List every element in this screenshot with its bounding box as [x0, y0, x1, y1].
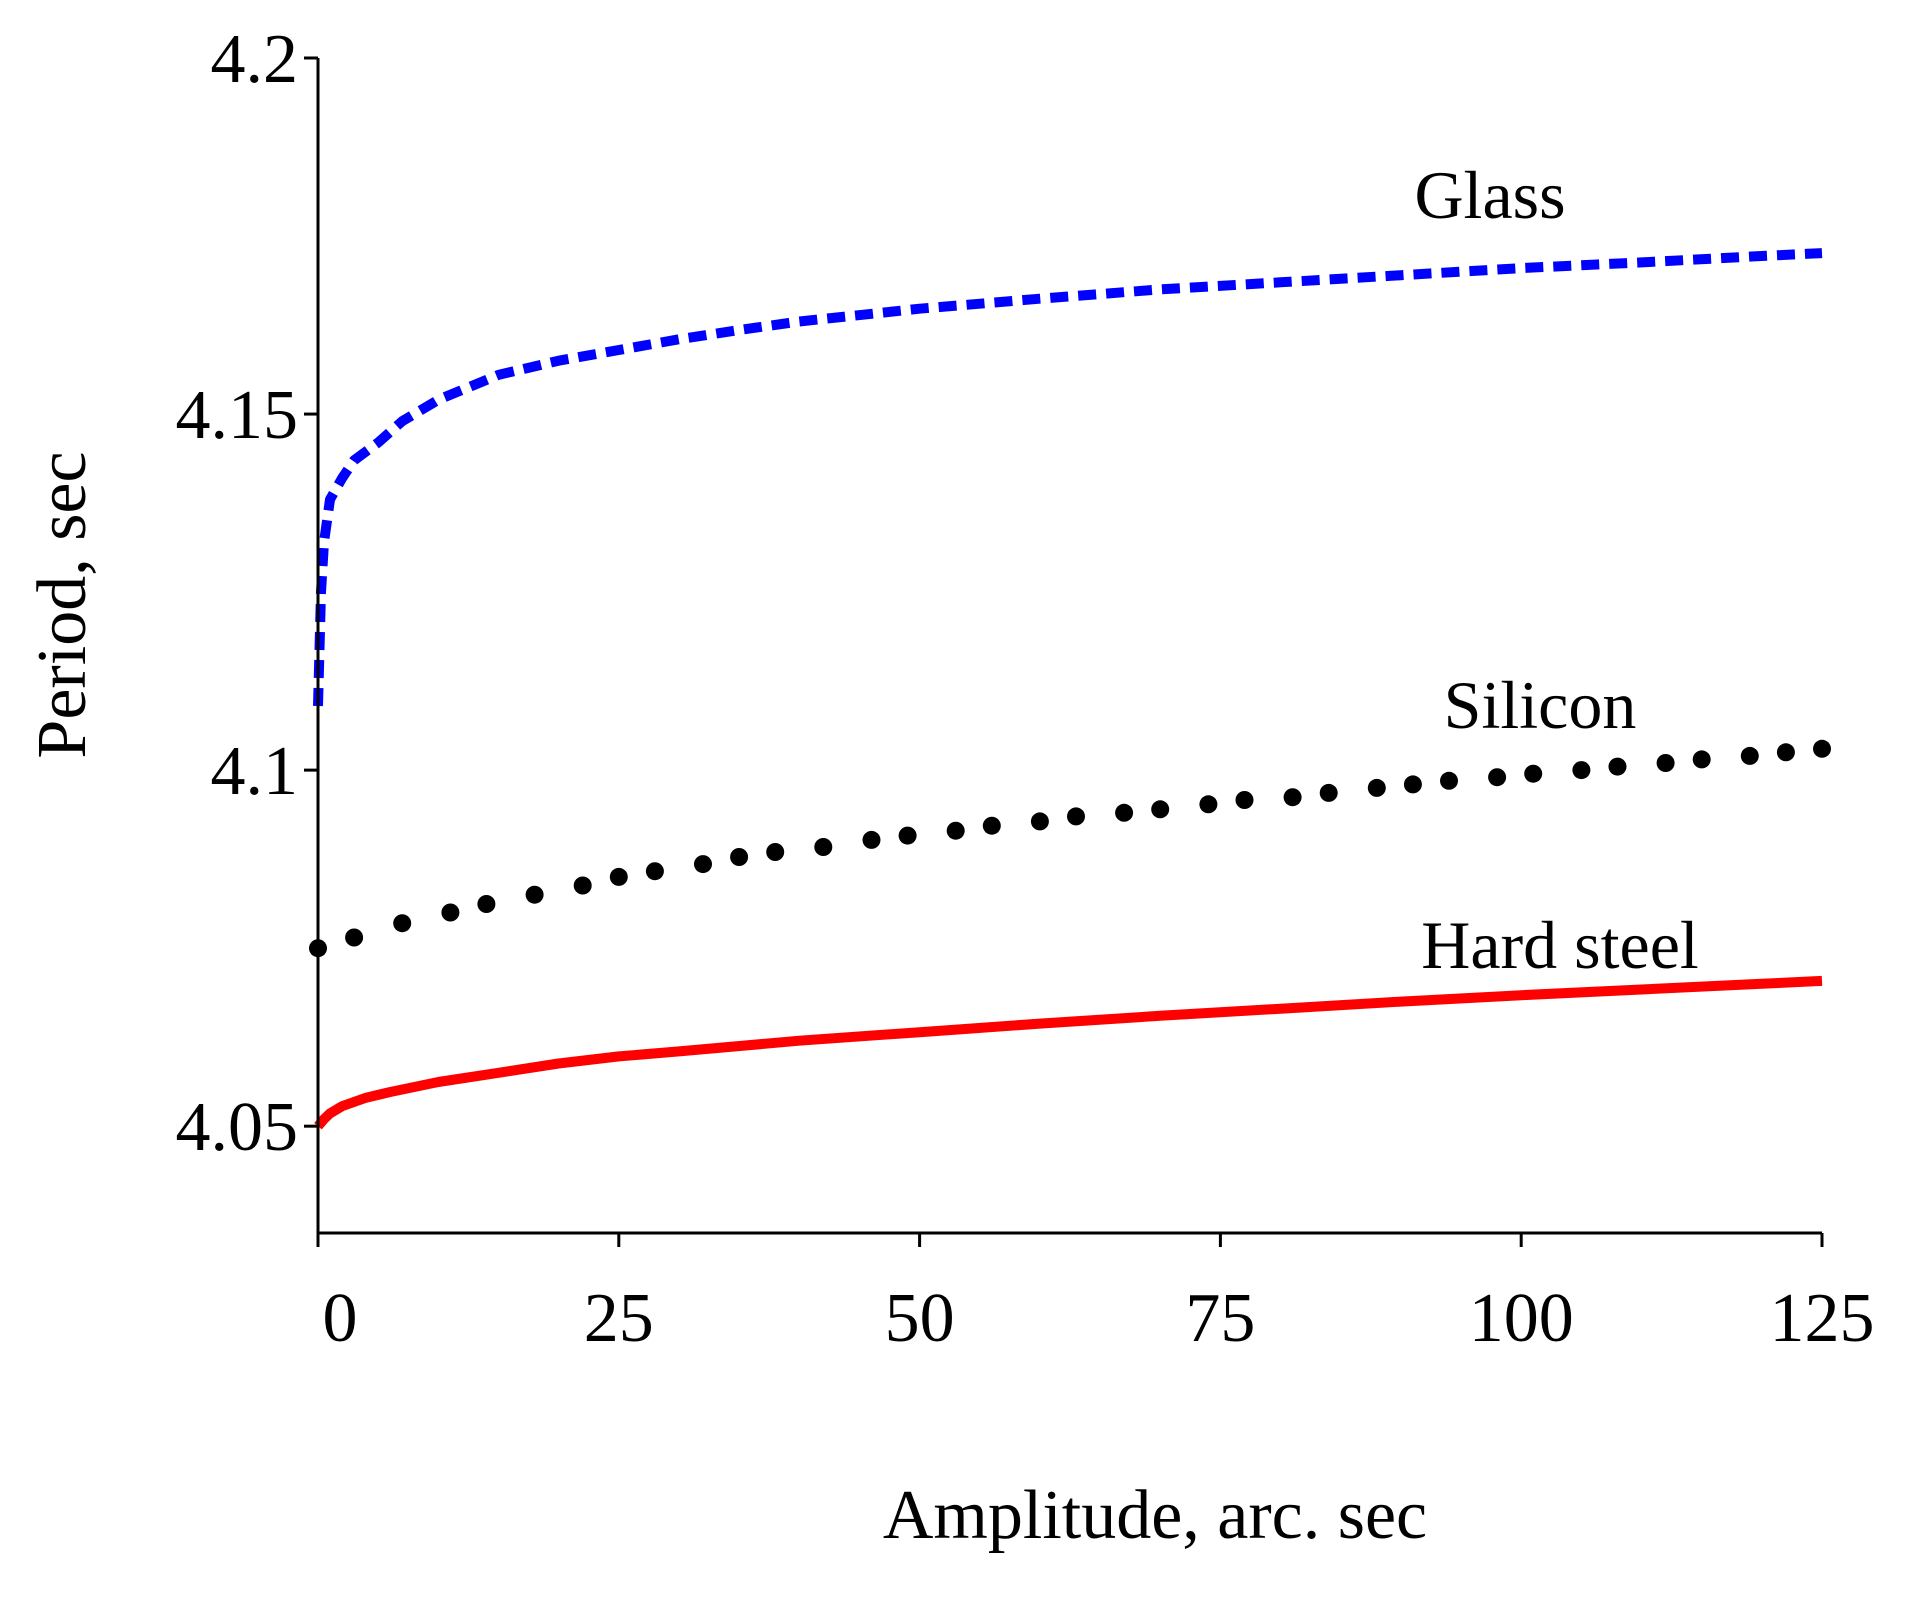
hard-steel-series-label: Hard steel	[1421, 907, 1699, 983]
silicon-point	[1319, 783, 1338, 802]
series-layer	[309, 248, 1831, 1130]
x-axis-title: Amplitude, arc. sec	[883, 1477, 1427, 1554]
y-tick-label: 4.05	[176, 1089, 299, 1166]
silicon-point	[1776, 743, 1795, 762]
y-tick-label: 4.15	[176, 377, 299, 454]
silicon-point	[1235, 791, 1254, 809]
silicon-point	[345, 928, 364, 947]
silicon-point	[1608, 757, 1627, 776]
silicon-point	[1067, 807, 1085, 826]
silicon-point	[862, 830, 881, 849]
silicon-point	[1403, 775, 1422, 794]
silicon-point	[1692, 750, 1711, 769]
hard-steel-series-line	[314, 975, 1823, 1130]
silicon-point	[1115, 803, 1134, 822]
silicon-point	[814, 838, 833, 856]
y-axis-title: Period, sec	[24, 451, 101, 758]
silicon-series	[309, 739, 1831, 958]
silicon-point	[1524, 764, 1543, 783]
silicon-point	[525, 885, 544, 904]
silicon-point	[982, 816, 1001, 835]
x-tick-label: 100	[1469, 1280, 1574, 1357]
axes-layer	[304, 56, 1824, 1247]
silicon-point	[1572, 761, 1591, 780]
x-tick-label: 25	[584, 1280, 654, 1357]
silicon-point	[898, 826, 917, 845]
silicon-point	[1367, 778, 1386, 797]
glass-series-label: Glass	[1414, 157, 1565, 233]
silicon-point	[573, 876, 592, 895]
silicon-point	[1030, 812, 1049, 831]
silicon-point	[1656, 754, 1675, 772]
silicon-point	[766, 843, 785, 861]
x-tick-label: 0	[323, 1280, 358, 1357]
silicon-point	[694, 855, 712, 874]
glass-series-line	[313, 248, 1823, 707]
silicon-series-label: Silicon	[1444, 667, 1637, 743]
x-tick-label: 75	[1185, 1280, 1255, 1357]
silicon-point	[1199, 795, 1218, 814]
silicon-point	[1813, 739, 1831, 758]
silicon-point	[609, 867, 628, 886]
silicon-point	[1488, 768, 1507, 787]
silicon-point	[393, 914, 412, 933]
silicon-point	[946, 821, 965, 840]
silicon-point	[1440, 771, 1458, 790]
labels-layer: 0 25 50 75 100 125 4.05 4.1 4.15 4.2 Amplitude, ar…	[24, 21, 1875, 1554]
silicon-point	[1283, 788, 1302, 807]
silicon-point	[1151, 800, 1170, 819]
silicon-point	[730, 848, 749, 866]
silicon-point	[1740, 746, 1759, 765]
silicon-point	[477, 895, 496, 913]
y-tick-label: 4.2	[211, 21, 299, 98]
silicon-point	[441, 903, 460, 922]
y-tick-label: 4.1	[211, 733, 299, 810]
x-tick-label: 50	[885, 1280, 955, 1357]
silicon-point	[645, 862, 664, 881]
x-tick-label: 125	[1770, 1280, 1875, 1357]
